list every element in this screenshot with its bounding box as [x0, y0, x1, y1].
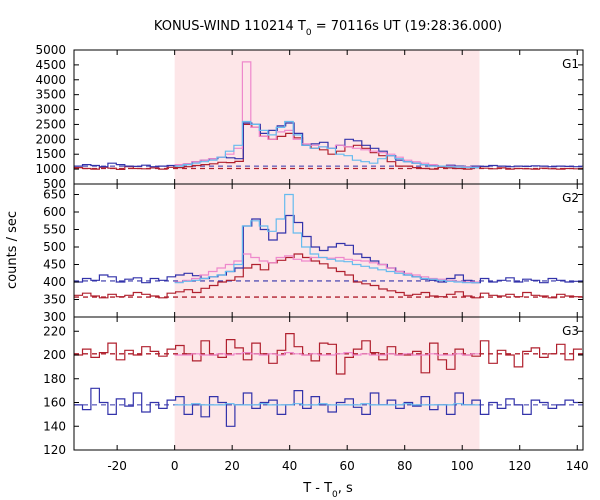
- y-tick-label: 2500: [35, 117, 66, 131]
- y-tick-label: 3000: [35, 103, 66, 117]
- series-cyan-g1: [174, 120, 480, 169]
- y-axis-label: counts / sec: [5, 211, 20, 289]
- panel-label: G2: [562, 191, 579, 205]
- series-pink-g3: [174, 352, 480, 356]
- series-blue-g1: [74, 122, 582, 168]
- series-blue-g2: [74, 214, 582, 284]
- y-tick-label: 300: [43, 310, 66, 324]
- panel-label: G3: [562, 324, 579, 338]
- y-tick-label: 550: [43, 223, 66, 237]
- plot-area: 500100015002000250030003500400045005000G…: [35, 43, 588, 473]
- series-blue-g3: [74, 387, 582, 427]
- y-tick-label: 350: [43, 293, 66, 307]
- y-tick-label: 650: [43, 188, 66, 202]
- y-tick-label: 1500: [35, 147, 66, 161]
- y-tick-label: 600: [43, 205, 66, 219]
- series-red-g3: [74, 333, 582, 375]
- x-tick-label: 20: [225, 459, 240, 473]
- panel-label: G1: [562, 57, 579, 71]
- x-tick-label: 140: [566, 459, 589, 473]
- series-red-g1: [74, 123, 582, 170]
- y-tick-label: 500: [43, 240, 66, 254]
- x-tick-label: 120: [508, 459, 531, 473]
- y-tick-label: 120: [43, 443, 66, 457]
- y-tick-label: 4000: [35, 73, 66, 87]
- series-red-g2: [74, 253, 582, 299]
- y-tick-label: 220: [43, 324, 66, 338]
- y-tick-label: 2000: [35, 132, 66, 146]
- series-cyan-g3: [174, 403, 480, 406]
- y-tick-label: 140: [43, 419, 66, 433]
- y-tick-label: 1000: [35, 162, 66, 176]
- y-tick-label: 200: [43, 348, 66, 362]
- panel-frame: [73, 316, 584, 451]
- x-tick-label: 40: [282, 459, 297, 473]
- panel-g3: [74, 333, 583, 427]
- y-tick-label: 3500: [35, 88, 66, 102]
- panel-g2: [74, 193, 583, 299]
- x-tick-label: 0: [171, 459, 179, 473]
- y-tick-label: 500: [43, 177, 66, 191]
- x-tick-label: 60: [340, 459, 355, 473]
- chart-title: KONUS-WIND 110214 T0 = 70116s UT (19:28:…: [154, 19, 502, 38]
- y-tick-label: 450: [43, 258, 66, 272]
- series-cyan-g2: [174, 193, 480, 284]
- y-tick-label: 180: [43, 372, 66, 386]
- panel-g1: [74, 61, 583, 170]
- x-tick-label: 100: [451, 459, 474, 473]
- x-tick-label: 80: [397, 459, 412, 473]
- y-tick-label: 4500: [35, 58, 66, 72]
- y-tick-label: 400: [43, 275, 66, 289]
- y-tick-label: 160: [43, 396, 66, 410]
- x-axis-label: T - T0, s: [302, 481, 353, 500]
- x-tick-label: -20: [107, 459, 127, 473]
- y-tick-label: 5000: [35, 43, 66, 57]
